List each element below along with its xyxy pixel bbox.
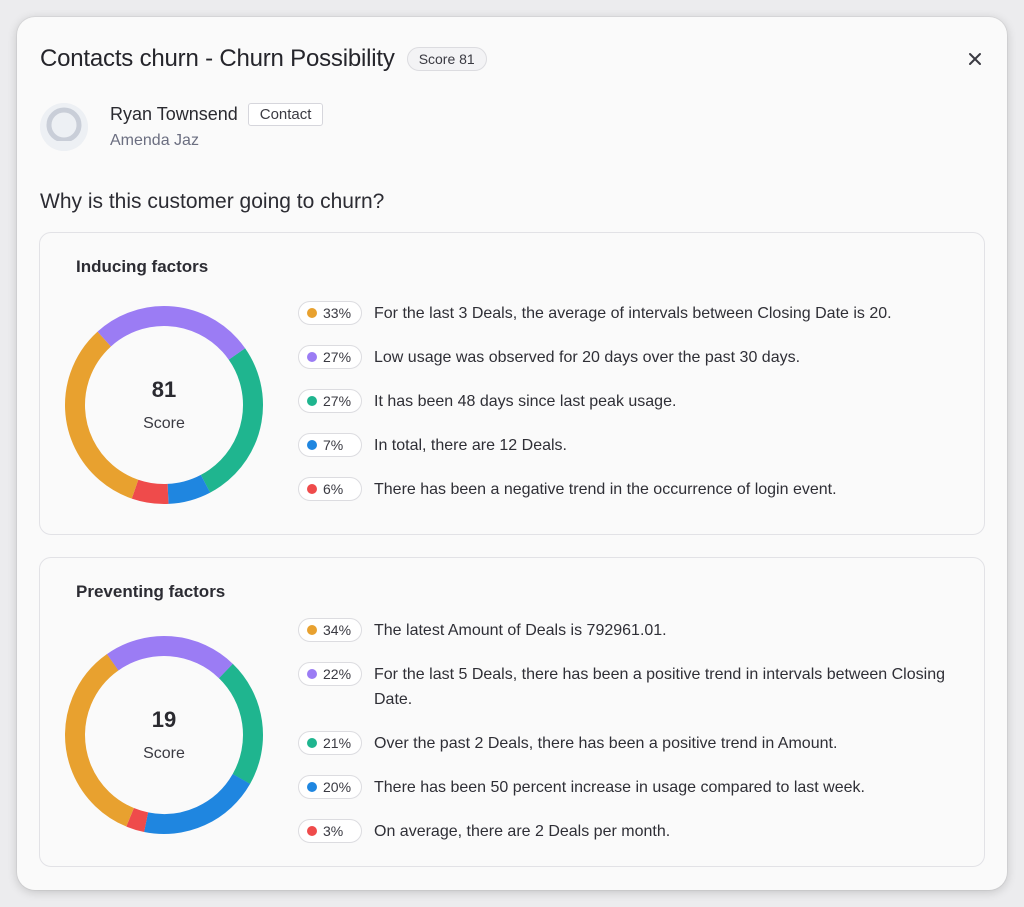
user-placeholder-icon [40, 103, 88, 151]
donut-ring [64, 636, 263, 834]
donut-score-label: Score [143, 415, 185, 432]
factor-text: There has been a negative trend in the o… [374, 481, 837, 498]
preventing-factors-card: Preventing factors 19 Score 34% The late… [39, 557, 985, 867]
percent-value: 27% [323, 349, 352, 365]
percent-value: 21% [323, 735, 352, 751]
percent-value: 6% [323, 481, 344, 497]
factor-text: The latest Amount of Deals is 792961.01. [374, 622, 667, 639]
card-title: Preventing factors [76, 582, 226, 601]
dialog-header: Contacts churn - Churn Possibility Score… [40, 45, 487, 73]
color-dot-icon [307, 396, 317, 406]
factor-text: For the last 3 Deals, the average of int… [374, 305, 892, 322]
factor-text: Low usage was observed for 20 days over … [374, 349, 801, 366]
percent-value: 7% [323, 437, 344, 453]
inducing-factors-card: Inducing factors 81 Score 33% For the la… [39, 232, 985, 535]
color-dot-icon [307, 308, 317, 318]
churn-dialog: Contacts churn - Churn Possibility Score… [17, 17, 1007, 890]
percent-pill: 33% [298, 301, 362, 325]
factor-item: 6% There has been a negative trend in th… [298, 477, 958, 502]
donut-segment-blue [65, 306, 263, 504]
donut-segment-orange [65, 306, 263, 504]
percent-pill: 6% [298, 477, 362, 501]
score-badge: Score 81 [406, 47, 487, 71]
percent-value: 27% [323, 393, 352, 409]
color-dot-icon [307, 440, 317, 450]
contact-name[interactable]: Ryan Townsend [110, 104, 238, 124]
percent-value: 33% [323, 305, 352, 321]
percent-value: 22% [323, 666, 352, 682]
factor-item: 3% On average, there are 2 Deals per mon… [298, 819, 958, 844]
factor-item: 27% Low usage was observed for 20 days o… [298, 345, 958, 370]
avatar [40, 103, 88, 151]
factor-text: There has been 50 percent increase in us… [374, 779, 865, 796]
factor-text: For the last 5 Deals, there has been a p… [374, 666, 945, 708]
factor-item: 20% There has been 50 percent increase i… [298, 775, 958, 800]
donut-segment-purple [65, 306, 263, 504]
factor-item: 34% The latest Amount of Deals is 792961… [298, 618, 958, 643]
contact-account[interactable]: Amenda Jaz [110, 132, 199, 149]
section-question: Why is this customer going to churn? [40, 190, 385, 213]
donut-score-value: 81 [151, 377, 177, 402]
factor-item: 33% For the last 3 Deals, the average of… [298, 301, 958, 326]
factor-text: It has been 48 days since last peak usag… [374, 393, 677, 410]
inducing-donut-chart: 81 Score [64, 305, 264, 505]
color-dot-icon [307, 782, 317, 792]
percent-pill: 27% [298, 389, 362, 413]
factor-list: 33% For the last 3 Deals, the average of… [298, 301, 958, 521]
close-button[interactable] [963, 47, 987, 71]
percent-pill: 22% [298, 662, 362, 686]
factor-text: On average, there are 2 Deals per month. [374, 823, 671, 840]
factor-item: 27% It has been 48 days since last peak … [298, 389, 958, 414]
color-dot-icon [307, 826, 317, 836]
close-icon [969, 53, 981, 65]
color-dot-icon [307, 352, 317, 362]
factor-item: 22% For the last 5 Deals, there has been… [298, 662, 958, 712]
percent-pill: 34% [298, 618, 362, 642]
dialog-title: Contacts churn - Churn Possibility [40, 45, 395, 72]
percent-value: 3% [323, 823, 344, 839]
donut-ring [65, 306, 263, 504]
color-dot-icon [307, 625, 317, 635]
color-dot-icon [307, 738, 317, 748]
contact-type-tag: Contact [247, 103, 324, 126]
percent-value: 20% [323, 779, 352, 795]
factor-text: In total, there are 12 Deals. [374, 437, 567, 454]
percent-value: 34% [323, 622, 352, 638]
factor-list: 34% The latest Amount of Deals is 792961… [298, 618, 958, 863]
color-dot-icon [307, 484, 317, 494]
factor-item: 7% In total, there are 12 Deals. [298, 433, 958, 458]
percent-pill: 3% [298, 819, 362, 843]
donut-segment-red [64, 636, 263, 834]
factor-item: 21% Over the past 2 Deals, there has bee… [298, 731, 958, 756]
donut-score-label: Score [143, 745, 185, 762]
percent-pill: 27% [298, 345, 362, 369]
donut-segment-orange [65, 636, 263, 834]
contact-summary: Ryan Townsend Contact Amenda Jaz [40, 103, 324, 151]
donut-score-value: 19 [151, 707, 177, 732]
card-title: Inducing factors [76, 257, 209, 276]
percent-pill: 20% [298, 775, 362, 799]
percent-pill: 7% [298, 433, 362, 457]
percent-pill: 21% [298, 731, 362, 755]
preventing-donut-chart: 19 Score [64, 635, 264, 835]
factor-text: Over the past 2 Deals, there has been a … [374, 735, 838, 752]
color-dot-icon [307, 669, 317, 679]
